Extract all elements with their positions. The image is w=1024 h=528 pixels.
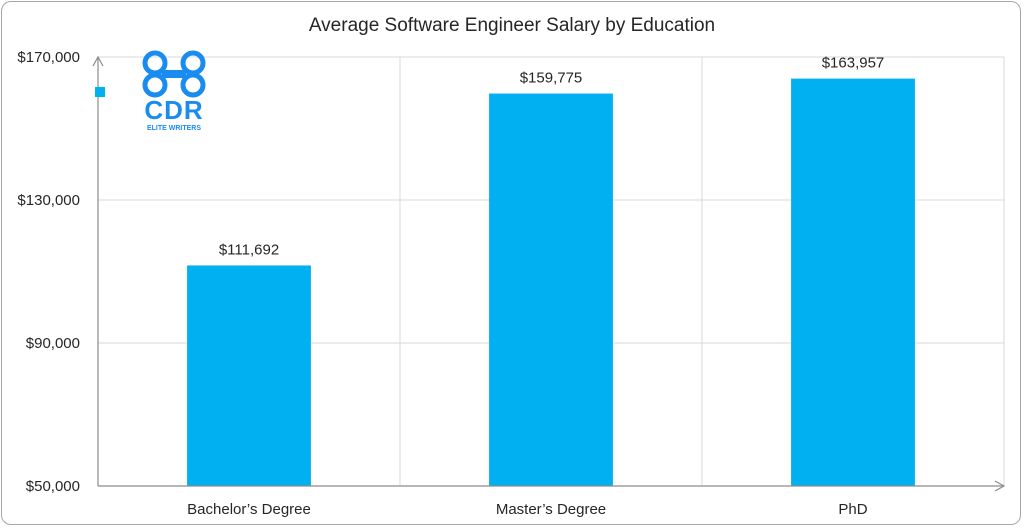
cdr-logo-text: CDR [144, 95, 203, 125]
chart-title: Average Software Engineer Salary by Educ… [309, 15, 715, 36]
y-axis-marker [95, 87, 105, 97]
y-tick-label: $50,000 [26, 478, 80, 495]
y-tick-label: $130,000 [17, 192, 80, 209]
axes [92, 55, 1006, 492]
bar [187, 265, 311, 486]
y-tick-label: $90,000 [26, 335, 80, 352]
data-label: $111,692 [219, 241, 279, 258]
category-labels: Bachelor’s Degree Master’s Degree PhD [187, 501, 868, 518]
y-axis-arrow [92, 55, 104, 67]
cdr-logo-subtext: ELITE WRITERS [147, 125, 201, 132]
cdr-logo-mark [142, 50, 206, 98]
bars [187, 78, 915, 486]
category-label: PhD [838, 501, 867, 518]
data-label: $163,957 [822, 55, 885, 72]
cdr-logo: CDR ELITE WRITERS [142, 50, 206, 132]
category-label: Master’s Degree [496, 501, 606, 518]
data-label: $159,775 [520, 70, 583, 87]
data-labels: $111,692 $159,775 $163,957 [219, 55, 884, 259]
x-axis-arrow [994, 480, 1006, 492]
y-tick-labels: $50,000 $90,000 $130,000 $170,000 [17, 49, 80, 495]
bar [791, 78, 915, 486]
category-label: Bachelor’s Degree [187, 501, 311, 518]
y-tick-label: $170,000 [17, 49, 80, 66]
bar [489, 93, 613, 486]
